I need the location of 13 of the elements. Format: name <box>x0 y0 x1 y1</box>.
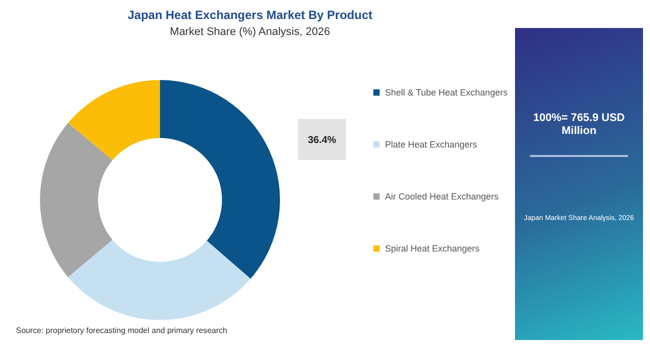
donut-slice <box>68 80 160 160</box>
legend-label: Air Cooled Heat Exchangers <box>385 192 500 202</box>
text: 100%= 765.9 USD Million <box>533 112 625 137</box>
chart-title: Japan Heat Exchangers Market By Product <box>128 8 372 22</box>
source-note: Source: proprietory forecasting model and primary research <box>16 326 228 335</box>
donut-slice <box>40 122 112 278</box>
chart-subtitle: Market Share (%) Analysis, 2026 <box>170 26 330 38</box>
legend-label: Plate Heat Exchangers <box>385 140 478 150</box>
legend-label: Spiral Heat Exchangers <box>385 244 480 254</box>
legend-label: Shell & Tube Heat Exchangers <box>385 88 508 98</box>
donut-slice <box>68 240 251 320</box>
data-label: 36.4% <box>308 135 336 146</box>
donut-slice <box>160 80 280 279</box>
